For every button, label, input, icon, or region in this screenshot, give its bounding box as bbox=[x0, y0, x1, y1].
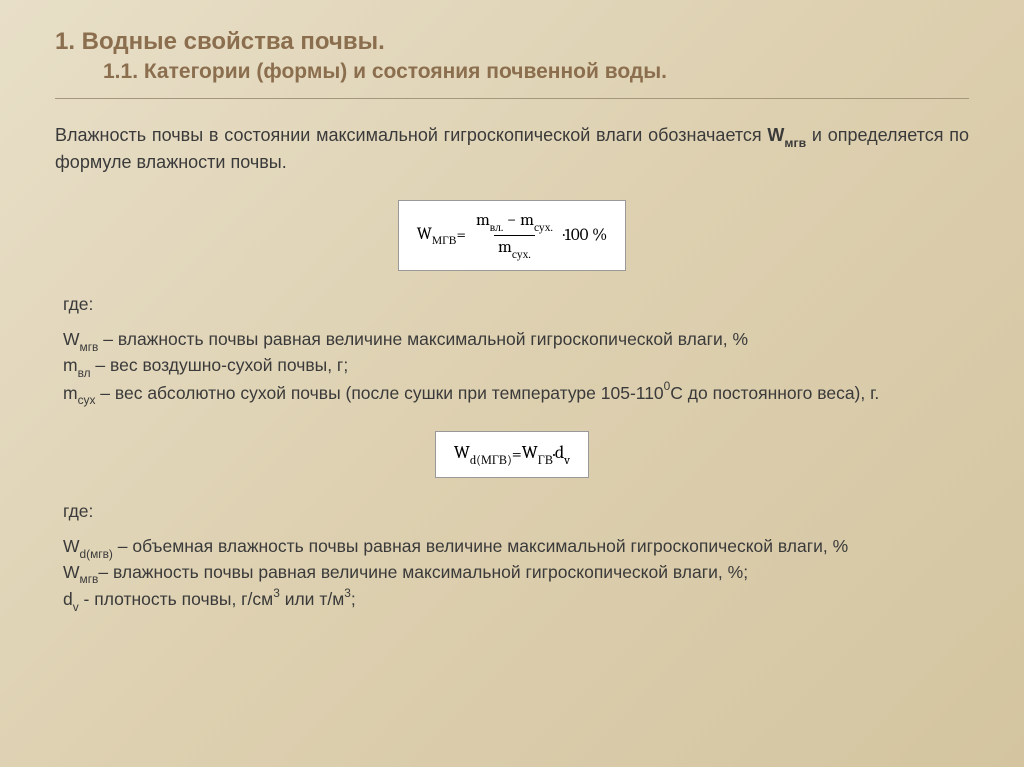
slide: 1. Водные свойства почвы. 1.1. Категории… bbox=[0, 0, 1024, 767]
defs1-l3-sub: сух bbox=[78, 393, 96, 407]
formula-1-row: WМГВ = mвл. − mсух. mсух. ·100 % bbox=[417, 211, 608, 259]
formula-1: WМГВ = mвл. − mсух. mсух. ·100 % bbox=[398, 200, 627, 270]
f1-lhs: WМГВ bbox=[417, 225, 457, 246]
defs2-l1-sub: d(мгв) bbox=[80, 547, 113, 561]
f1-denominator: mсух. bbox=[494, 235, 535, 260]
f2-r2-sub: v bbox=[564, 454, 570, 468]
defs1-l3-base: m bbox=[63, 382, 78, 402]
heading-block: 1. Водные свойства почвы. 1.1. Категории… bbox=[55, 28, 969, 84]
defs1-l3-sup: 0 bbox=[664, 379, 671, 393]
formula-2-row: Wd(МГВ) = WГВ · dv bbox=[454, 442, 570, 467]
formula-1-wrap: WМГВ = mвл. − mсух. mсух. ·100 % bbox=[55, 200, 969, 292]
f1-tail: ·100 % bbox=[563, 226, 607, 245]
definitions-1: где: Wмгв – влажность почвы равная велич… bbox=[55, 293, 969, 407]
defs2-l3-text-a: - плотность почвы, г/см bbox=[79, 589, 274, 609]
f2-lhs-base: W bbox=[454, 442, 470, 463]
defs2-l3-mid: или т/м bbox=[280, 589, 344, 609]
defs2-l3-base: d bbox=[63, 589, 73, 609]
defs2-l2-sub: мгв bbox=[80, 572, 99, 586]
f1-lhs-base: W bbox=[417, 225, 432, 244]
definitions-2: где: Wd(мгв) – объемная влажность почвы … bbox=[55, 500, 969, 614]
defs1-l2-text: – вес воздушно-сухой почвы, г; bbox=[91, 355, 349, 375]
defs1-l1-sub: мгв bbox=[80, 340, 99, 354]
defs2-l3-sub: v bbox=[73, 600, 79, 614]
intro-bold: Wмгв bbox=[767, 125, 806, 145]
defs2-line1: Wd(мгв) – объемная влажность почвы равна… bbox=[63, 535, 961, 561]
defs2-l1-text: – объемная влажность почвы равная величи… bbox=[113, 536, 848, 556]
f2-r1-sub: ГВ bbox=[538, 454, 553, 468]
divider bbox=[55, 98, 969, 99]
defs1-l2-sub: вл bbox=[78, 366, 91, 380]
defs2-where: где: bbox=[63, 500, 961, 524]
f1-numerator: mвл. − mсух. bbox=[472, 211, 557, 235]
f2-eq: = bbox=[512, 444, 522, 465]
defs1-line3: mсух – вес абсолютно сухой почвы (после … bbox=[63, 380, 961, 407]
f1-eq: = bbox=[457, 226, 466, 245]
heading-2: 1.1. Категории (формы) и состояния почве… bbox=[103, 59, 969, 84]
defs2-l2-base: W bbox=[63, 562, 80, 582]
defs1-l3-text-a: – вес абсолютно сухой почвы (после сушки… bbox=[95, 382, 663, 402]
defs2-l3-sup1: 3 bbox=[273, 586, 280, 600]
defs1-l1-text: – влажность почвы равная величине максим… bbox=[98, 329, 748, 349]
defs1-line2: mвл – вес воздушно-сухой почвы, г; bbox=[63, 354, 961, 380]
defs2-l3-sup2: 3 bbox=[344, 586, 351, 600]
formula-2: Wd(МГВ) = WГВ · dv bbox=[435, 431, 589, 478]
defs1-l1-base: W bbox=[63, 329, 80, 349]
f1-den-base: m bbox=[498, 238, 512, 257]
f2-lhs-sub: d(МГВ) bbox=[470, 454, 512, 468]
f2-r2: dv bbox=[555, 442, 570, 467]
f2-r2-base: d bbox=[555, 442, 564, 463]
f1-den-sub: сух. bbox=[512, 248, 531, 261]
f2-r1-base: W bbox=[522, 442, 538, 463]
defs1-l3-text-b: С до постоянного веса), г. bbox=[670, 382, 879, 402]
f2-lhs: Wd(МГВ) bbox=[454, 442, 512, 467]
intro-paragraph: Влажность почвы в состоянии максимальной… bbox=[55, 123, 969, 174]
intro-pre: Влажность почвы в состоянии максимальной… bbox=[55, 125, 767, 145]
defs1-where: где: bbox=[63, 293, 961, 317]
intro-bold-sub: мгв bbox=[784, 136, 806, 150]
f1-num-b-sub: сух. bbox=[534, 221, 553, 234]
defs2-l1-base: W bbox=[63, 536, 80, 556]
f1-num-b-base: m bbox=[520, 211, 534, 230]
f2-r1: WГВ bbox=[522, 442, 553, 467]
defs1-line1: Wмгв – влажность почвы равная величине м… bbox=[63, 328, 961, 354]
f1-lhs-sub: МГВ bbox=[432, 234, 457, 247]
defs2-line3: dv - плотность почвы, г/см3 или т/м3; bbox=[63, 586, 961, 613]
f1-num-a-base: m bbox=[476, 211, 490, 230]
defs1-l2-base: m bbox=[63, 355, 78, 375]
f1-minus: − bbox=[503, 211, 520, 230]
f1-fraction: mвл. − mсух. mсух. bbox=[472, 211, 557, 259]
defs2-l2-text: – влажность почвы равная величине максим… bbox=[98, 562, 748, 582]
defs2-line2: Wмгв– влажность почвы равная величине ма… bbox=[63, 561, 961, 587]
heading-1: 1. Водные свойства почвы. bbox=[55, 28, 969, 57]
f1-num-a-sub: вл. bbox=[490, 221, 503, 234]
defs2-l3-tail: ; bbox=[351, 589, 356, 609]
formula-2-wrap: Wd(МГВ) = WГВ · dv bbox=[55, 431, 969, 500]
